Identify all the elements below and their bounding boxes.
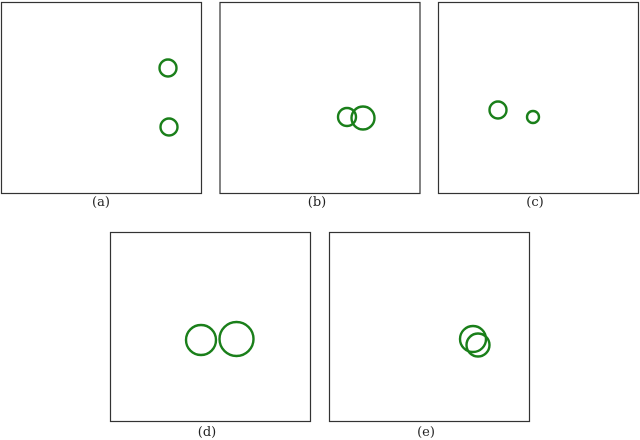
- panel-frame: [328, 231, 531, 423]
- circle: [184, 323, 218, 357]
- circle: [336, 106, 358, 128]
- panel-caption: (c): [526, 195, 543, 210]
- panel-frame: [219, 1, 421, 195]
- circle: [465, 332, 491, 358]
- panel-caption: (a): [92, 195, 110, 210]
- circle: [158, 58, 178, 78]
- circle: [458, 324, 488, 354]
- circle: [350, 105, 376, 131]
- circle: [218, 320, 255, 358]
- panel-b: (b): [219, 1, 421, 210]
- panel-frame: [437, 1, 640, 195]
- panel-d: (d): [109, 231, 312, 440]
- panel-a: (a): [0, 1, 203, 210]
- panel-c: (c): [437, 1, 640, 210]
- panel-frame: [0, 1, 203, 195]
- panel-e: (e): [328, 231, 531, 440]
- circle: [525, 109, 541, 125]
- panel-caption: (d): [198, 425, 216, 440]
- panel-caption: (b): [308, 195, 326, 210]
- circle: [488, 100, 508, 120]
- panel-caption: (e): [417, 425, 435, 440]
- circle: [159, 117, 179, 137]
